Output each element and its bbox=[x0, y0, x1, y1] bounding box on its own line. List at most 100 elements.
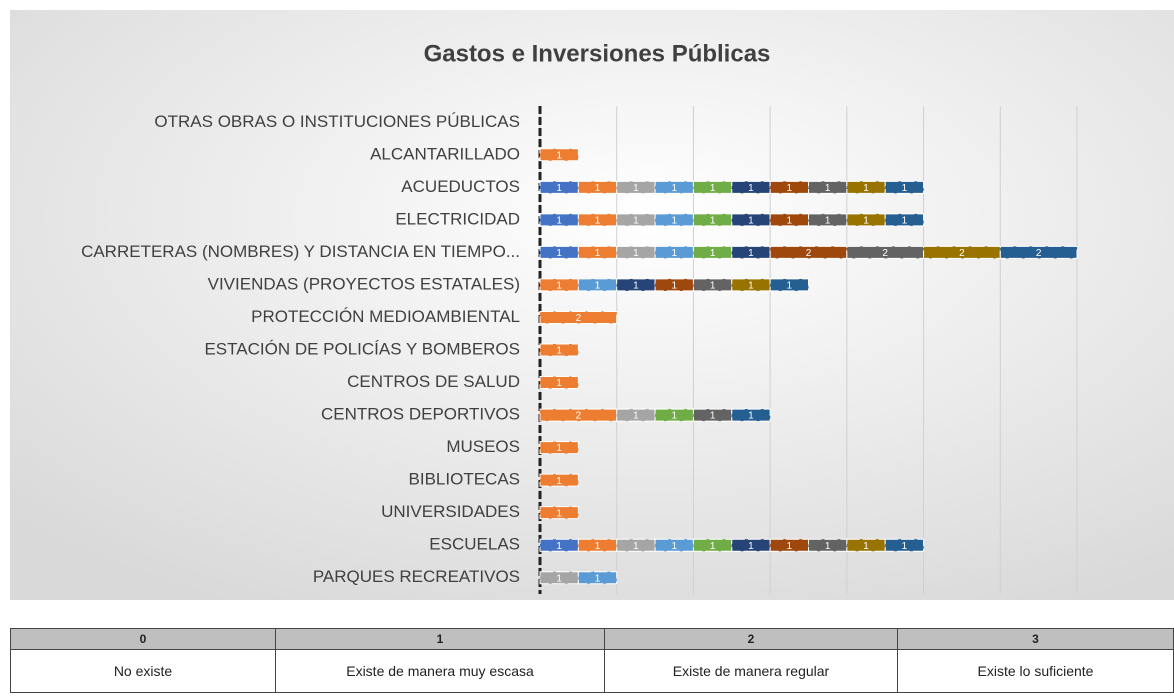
description-row: No existe Existe de manera muy escasa Ex… bbox=[10, 649, 1174, 693]
y-tick-label: ESCUELAS bbox=[429, 535, 520, 554]
bar-segment bbox=[731, 538, 771, 552]
y-tick-label: ELECTRICIDAD bbox=[395, 209, 520, 228]
bar-segment bbox=[884, 180, 925, 194]
value-label: 1 bbox=[902, 183, 908, 194]
value-label: 1 bbox=[710, 183, 716, 194]
y-tick-label: VIVIENDAS (PROYECTOS ESTATALES) bbox=[208, 274, 520, 293]
bar-segment bbox=[846, 213, 886, 227]
y-tick-label: CENTROS DE SALUD bbox=[347, 372, 520, 391]
y-tick-label: ACUEDUCTOS bbox=[401, 177, 520, 196]
value-label: 1 bbox=[863, 541, 869, 552]
value-label: 1 bbox=[556, 216, 562, 227]
value-label: 1 bbox=[671, 248, 677, 259]
value-label: 1 bbox=[748, 541, 754, 552]
y-tick-label: PROTECCIÓN MEDIOAMBIENTAL bbox=[251, 307, 520, 326]
bar-segment bbox=[769, 278, 810, 292]
value-label: 1 bbox=[595, 183, 601, 194]
value-label: 2 bbox=[959, 248, 965, 259]
value-label: 1 bbox=[710, 541, 716, 552]
bar-segment bbox=[884, 538, 925, 552]
value-label: 1 bbox=[595, 216, 601, 227]
bar-segment bbox=[539, 310, 618, 324]
bar-segment bbox=[731, 180, 771, 194]
bar-segment bbox=[884, 213, 925, 227]
value-label: 1 bbox=[748, 281, 754, 292]
bar-segment bbox=[539, 343, 579, 357]
value-label: 1 bbox=[902, 541, 908, 552]
value-label: 1 bbox=[748, 411, 754, 422]
value-label: 1 bbox=[556, 346, 562, 357]
value-label: 1 bbox=[825, 216, 831, 227]
bar-segment bbox=[654, 538, 694, 552]
value-label: 1 bbox=[556, 183, 562, 194]
y-tick-label: UNIVERSIDADES bbox=[381, 502, 520, 521]
header-cell: 3 bbox=[897, 628, 1174, 650]
value-label: 1 bbox=[710, 411, 716, 422]
bar-segment bbox=[539, 441, 579, 455]
bar-segment bbox=[577, 278, 618, 292]
legend-table: 0 1 2 3 No existe Existe de manera muy e… bbox=[10, 628, 1174, 693]
value-label: 1 bbox=[556, 573, 562, 584]
bar-segment bbox=[539, 473, 579, 487]
value-label: 1 bbox=[633, 411, 639, 422]
y-tick-label: ESTACIÓN DE POLICÍAS Y BOMBEROS bbox=[204, 339, 520, 358]
plot-background bbox=[10, 10, 1174, 600]
value-label: 1 bbox=[595, 281, 601, 292]
bar-segment bbox=[539, 376, 579, 390]
header-row: 0 1 2 3 bbox=[10, 628, 1174, 650]
description-cell: Existe de manera muy escasa bbox=[275, 649, 605, 693]
value-label: 2 bbox=[882, 248, 888, 259]
value-label: 1 bbox=[710, 216, 716, 227]
value-label: 1 bbox=[595, 248, 601, 259]
value-label: 1 bbox=[671, 541, 677, 552]
value-label: 1 bbox=[902, 216, 908, 227]
value-label: 1 bbox=[633, 216, 639, 227]
bar-segment bbox=[539, 148, 579, 162]
value-label: 2 bbox=[576, 411, 582, 422]
value-label: 1 bbox=[863, 183, 869, 194]
value-label: 1 bbox=[710, 281, 716, 292]
value-label: 1 bbox=[787, 183, 793, 194]
value-label: 1 bbox=[671, 216, 677, 227]
value-label: 1 bbox=[863, 216, 869, 227]
chart-title: Gastos e Inversiones Públicas bbox=[424, 40, 771, 67]
y-tick-label: ALCANTARILLADO bbox=[370, 144, 520, 163]
value-label: 2 bbox=[806, 248, 812, 259]
description-cell: Existe de manera regular bbox=[604, 649, 898, 693]
description-cell: Existe lo suficiente bbox=[897, 649, 1174, 693]
bar-segment bbox=[654, 278, 694, 292]
value-label: 1 bbox=[633, 183, 639, 194]
value-label: 1 bbox=[556, 443, 562, 454]
bar-segment bbox=[731, 408, 771, 422]
bar-segment bbox=[999, 245, 1078, 259]
bar-segment bbox=[846, 180, 886, 194]
value-label: 1 bbox=[671, 411, 677, 422]
bar-segment bbox=[654, 245, 694, 259]
bar-segment bbox=[577, 538, 618, 552]
bar-segment bbox=[654, 180, 694, 194]
header-cell: 2 bbox=[604, 628, 898, 650]
value-label: 1 bbox=[556, 248, 562, 259]
bar-segment bbox=[577, 180, 618, 194]
value-label: 2 bbox=[576, 313, 582, 324]
value-label: 1 bbox=[710, 248, 716, 259]
bar-segment bbox=[577, 213, 618, 227]
bar-segment bbox=[846, 538, 886, 552]
value-label: 1 bbox=[556, 541, 562, 552]
description-cell: No existe bbox=[10, 649, 276, 693]
value-label: 1 bbox=[556, 281, 562, 292]
value-label: 1 bbox=[633, 248, 639, 259]
value-label: 1 bbox=[787, 281, 793, 292]
value-label: 1 bbox=[556, 150, 562, 161]
value-label: 1 bbox=[825, 183, 831, 194]
bar-segment bbox=[731, 278, 771, 292]
bar-segment bbox=[539, 506, 579, 520]
y-tick-label: MUSEOS bbox=[446, 437, 520, 456]
header-cell: 1 bbox=[275, 628, 605, 650]
y-tick-label: CENTROS DEPORTIVOS bbox=[321, 405, 520, 424]
y-tick-label: PARQUES RECREATIVOS bbox=[313, 567, 520, 586]
value-label: 1 bbox=[825, 541, 831, 552]
header-cell: 0 bbox=[10, 628, 276, 650]
